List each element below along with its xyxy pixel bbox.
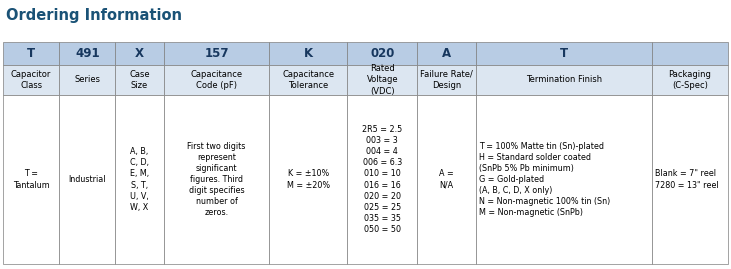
Text: T: T [560, 47, 568, 60]
Bar [3, 42, 59, 65]
Text: X: X [135, 47, 144, 60]
Bar [651, 42, 728, 65]
Bar [651, 65, 728, 95]
Text: T = 100% Matte tin (Sn)-plated
H = Standard solder coated
(SnPb 5% Pb minimum)
G: T = 100% Matte tin (Sn)-plated H = Stand… [479, 142, 610, 217]
Text: Ordering Information: Ordering Information [6, 8, 182, 23]
Text: T =
Tantalum: T = Tantalum [12, 169, 50, 190]
Bar [59, 65, 115, 95]
Bar [476, 42, 651, 65]
Text: Series: Series [75, 76, 100, 84]
Bar [164, 42, 269, 65]
Text: T: T [27, 47, 35, 60]
Text: 491: 491 [75, 47, 99, 60]
Text: Case
Size: Case Size [129, 70, 150, 90]
Bar [476, 95, 651, 264]
Bar [269, 95, 347, 264]
Text: Capacitor
Class: Capacitor Class [11, 70, 51, 90]
Bar [651, 95, 728, 264]
Text: K = ±10%
M = ±20%: K = ±10% M = ±20% [287, 169, 330, 190]
Bar [59, 95, 115, 264]
Bar [347, 95, 417, 264]
Bar [269, 65, 347, 95]
Text: A: A [442, 47, 451, 60]
Bar [3, 65, 59, 95]
Bar [417, 95, 476, 264]
Bar [476, 65, 651, 95]
Text: K: K [303, 47, 313, 60]
Bar [164, 65, 269, 95]
Bar [417, 42, 476, 65]
Bar [269, 42, 347, 65]
Text: Industrial: Industrial [69, 175, 106, 184]
Bar [347, 65, 417, 95]
Bar [164, 95, 269, 264]
Text: Termination Finish: Termination Finish [526, 76, 602, 84]
Text: Packaging
(C-Spec): Packaging (C-Spec) [668, 70, 711, 90]
Text: Capacitance
Code (pF): Capacitance Code (pF) [190, 70, 243, 90]
Bar [3, 95, 59, 264]
Text: 020: 020 [370, 47, 395, 60]
Bar [115, 65, 164, 95]
Text: Failure Rate/
Design: Failure Rate/ Design [420, 70, 473, 90]
Bar [115, 95, 164, 264]
Bar [347, 42, 417, 65]
Text: Rated
Voltage
(VDC): Rated Voltage (VDC) [366, 64, 398, 95]
Text: A =
N/A: A = N/A [439, 169, 454, 190]
Text: First two digits
represent
significant
figures. Third
digit specifies
number of
: First two digits represent significant f… [187, 142, 246, 217]
Bar [417, 65, 476, 95]
Text: Blank = 7" reel
7280 = 13" reel: Blank = 7" reel 7280 = 13" reel [654, 169, 718, 190]
Text: 157: 157 [204, 47, 229, 60]
Text: Capacitance
Tolerance: Capacitance Tolerance [282, 70, 334, 90]
Text: A, B,
C, D,
E, M,
S, T,
U, V,
W, X: A, B, C, D, E, M, S, T, U, V, W, X [130, 147, 149, 212]
Bar [115, 42, 164, 65]
Text: 2R5 = 2.5
003 = 3
004 = 4
006 = 6.3
010 = 10
016 = 16
020 = 20
025 = 25
035 = 35: 2R5 = 2.5 003 = 3 004 = 4 006 = 6.3 010 … [362, 125, 402, 234]
Bar [59, 42, 115, 65]
